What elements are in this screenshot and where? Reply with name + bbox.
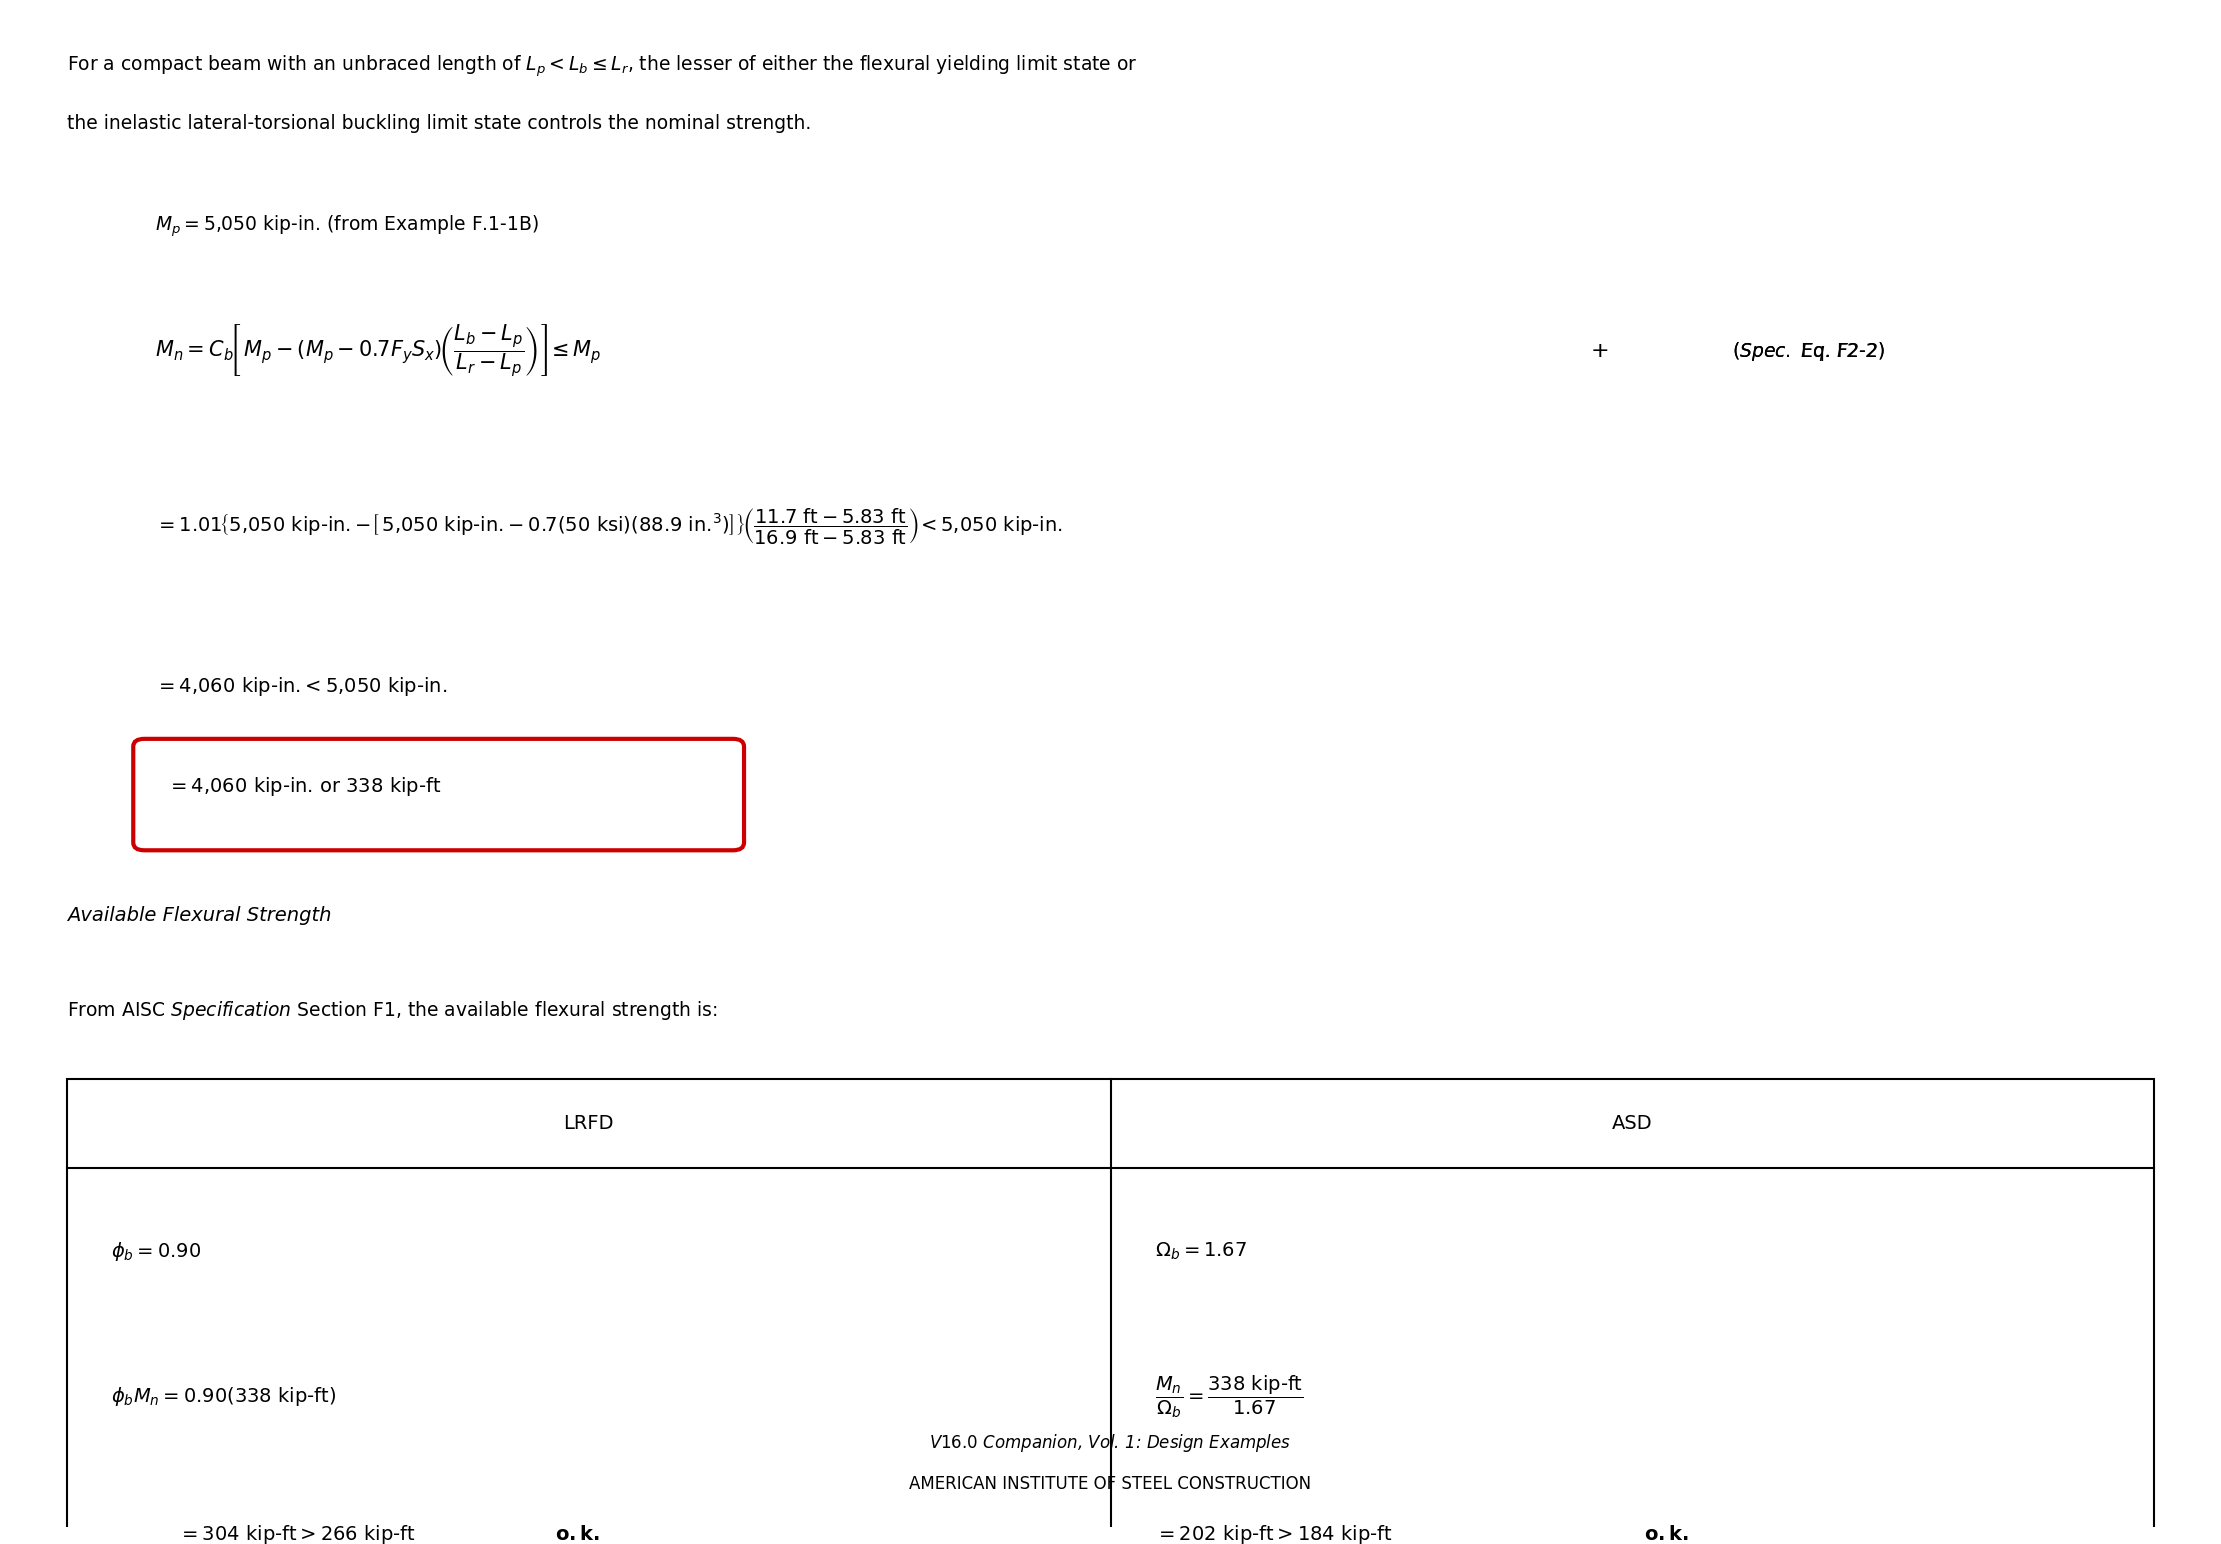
FancyBboxPatch shape [133, 740, 744, 851]
Text: $\Omega_b = 1.67$: $\Omega_b = 1.67$ [1155, 1241, 1246, 1263]
Text: $V16.0$ Companion, Vol. 1: Design Examples: $V16.0$ Companion, Vol. 1: Design Exampl… [928, 1431, 1293, 1453]
Text: $= 202\ \text{kip-ft} > 184\ \text{kip-ft}$: $= 202\ \text{kip-ft} > 184\ \text{kip-f… [1155, 1522, 1393, 1544]
Text: ASD: ASD [1612, 1115, 1652, 1133]
Text: LRFD: LRFD [564, 1115, 613, 1133]
Text: the inelastic lateral-torsional buckling limit state controls the nominal streng: the inelastic lateral-torsional buckling… [67, 114, 811, 133]
Text: $= 4{,}060\ \text{kip-in. or } 338\ \text{kip-ft}$: $= 4{,}060\ \text{kip-in. or } 338\ \tex… [167, 775, 440, 798]
Text: $(Spec.$ Eq. F2-2$)$: $(Spec.$ Eq. F2-2$)$ [1732, 340, 1886, 363]
Text: $= 4{,}060\ \text{kip-in.} < 5{,}050\ \text{kip-in.}$: $= 4{,}060\ \text{kip-in.} < 5{,}050\ \t… [155, 675, 449, 698]
Text: $M_p = 5{,}050$ kip-in. (from Example F.1-1B): $M_p = 5{,}050$ kip-in. (from Example F.… [155, 213, 540, 239]
Text: $\phi_b M_n = 0.90(338\ \text{kip-ft})$: $\phi_b M_n = 0.90(338\ \text{kip-ft})$ [111, 1385, 335, 1408]
Text: $M_n = C_b\!\left[\,M_p - (M_p - 0.7F_yS_x)\!\left(\dfrac{L_b - L_p}{L_r - L_p}\: $M_n = C_b\!\left[\,M_p - (M_p - 0.7F_yS… [155, 323, 602, 380]
FancyBboxPatch shape [67, 1079, 2154, 1544]
Text: Available Flexural Strength: Available Flexural Strength [67, 906, 331, 925]
Text: From AISC $\mathit{Specification}$ Section F1, the available flexural strength i: From AISC $\mathit{Specification}$ Secti… [67, 999, 717, 1022]
Text: $\mathbf{o.k.}$: $\mathbf{o.k.}$ [1644, 1524, 1688, 1544]
Text: $\phi_b = 0.90$: $\phi_b = 0.90$ [111, 1240, 202, 1263]
Text: $(\mathit{Spec}.$ Eq. F2-2$)$: $(\mathit{Spec}.$ Eq. F2-2$)$ [1732, 340, 1886, 363]
Text: $\mathbf{o.k.}$: $\mathbf{o.k.}$ [555, 1524, 600, 1544]
Text: $(\mathit{Spec.}$ Eq. F2-2$)$: $(\mathit{Spec.}$ Eq. F2-2$)$ [1732, 340, 1886, 363]
Text: $= 304\ \text{kip-ft} > 266\ \text{kip-ft}$: $= 304\ \text{kip-ft} > 266\ \text{kip-f… [178, 1522, 415, 1544]
Text: For a compact beam with an unbraced length of $L_p < L_b \leq L_r$, the lesser o: For a compact beam with an unbraced leng… [67, 54, 1137, 79]
Text: $\dfrac{M_n}{\Omega_b} = \dfrac{338\ \text{kip-ft}}{1.67}$: $\dfrac{M_n}{\Omega_b} = \dfrac{338\ \te… [1155, 1374, 1304, 1420]
Text: AMERICAN INSTITUTE OF STEEL CONSTRUCTION: AMERICAN INSTITUTE OF STEEL CONSTRUCTION [908, 1475, 1313, 1493]
Text: $= 1.01\!\left\{5{,}050\ \text{kip-in.} - \!\left[\,5{,}050\ \text{kip-in.} - 0.: $= 1.01\!\left\{5{,}050\ \text{kip-in.} … [155, 506, 1064, 547]
Text: $+$: $+$ [1590, 341, 1608, 361]
